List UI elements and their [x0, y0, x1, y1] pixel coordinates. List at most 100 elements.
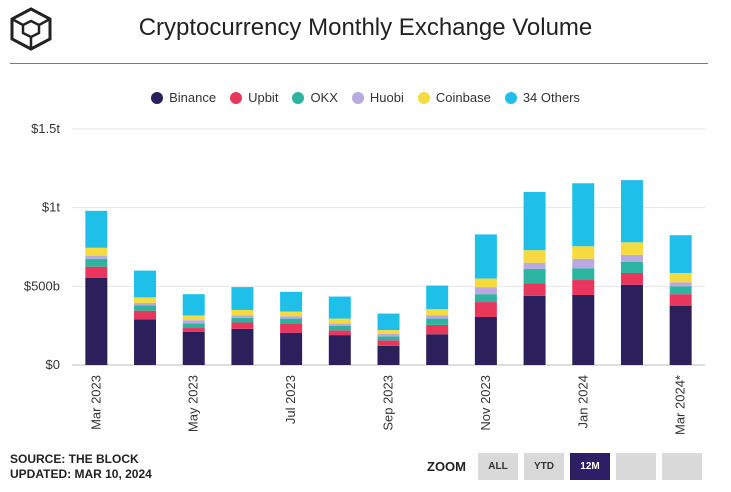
bar-segment-upbit [572, 280, 595, 295]
bar-segment-huobi [231, 315, 254, 318]
bar-segment-34-others [280, 291, 303, 312]
bar-segment-coinbase [426, 309, 449, 316]
bar-segment-upbit [134, 310, 157, 320]
bar-segment-upbit [523, 283, 546, 296]
bar-segment-huobi [426, 315, 449, 319]
bar-segment-huobi [523, 262, 546, 270]
bar-segment-upbit [182, 328, 205, 332]
legend-swatch [151, 91, 164, 104]
source-text: SOURCE: THE BLOCK [10, 452, 139, 466]
bar-segment-huobi [669, 282, 692, 287]
zoom-extra-button-2[interactable] [662, 453, 702, 480]
updated-text: UPDATED: MAR 10, 2024 [10, 467, 152, 481]
legend-swatch [351, 91, 364, 104]
bar-segment-okx [377, 336, 400, 341]
bar-segment-binance [377, 345, 400, 365]
bar-segment-34-others [134, 270, 157, 298]
legend-swatch [417, 91, 430, 104]
bar-segment-okx [134, 305, 157, 311]
bar-segment-coinbase [523, 250, 546, 263]
bar-segment-34-others [328, 296, 351, 319]
bar-segment-okx [572, 268, 595, 281]
legend-item-okx[interactable]: OKX [292, 90, 338, 105]
bar-segment-34-others [523, 191, 546, 251]
bar-segment-okx [669, 286, 692, 295]
zoom-label: ZOOM [427, 459, 466, 474]
x-tick-label: Jan 2024 [575, 375, 590, 429]
bar-segment-binance [328, 335, 351, 365]
bar-segment-upbit [377, 340, 400, 346]
bar-segment-okx [231, 317, 254, 323]
legend-label: OKX [310, 90, 338, 105]
bar-segment-coinbase [620, 242, 643, 255]
the-block-logo [10, 7, 52, 51]
bar-segment-binance [474, 317, 497, 365]
legend-item-coinbase[interactable]: Coinbase [417, 90, 491, 105]
bar-segment-coinbase [328, 318, 351, 324]
bar-segment-upbit [85, 266, 108, 278]
bar-segment-coinbase [280, 311, 303, 317]
x-tick-label: Jul 2023 [283, 375, 298, 424]
bar-segment-huobi [572, 258, 595, 269]
bar-segment-binance [231, 328, 254, 365]
bar-segment-upbit [231, 322, 254, 329]
bar-segment-upbit [328, 330, 351, 336]
bar-segment-coinbase [377, 330, 400, 335]
y-tick-label: $0 [46, 357, 60, 372]
legend-label: Binance [169, 90, 217, 105]
bar-segment-okx [426, 318, 449, 325]
legend-label: 34 Others [522, 90, 580, 105]
bar-segment-upbit [426, 324, 449, 335]
y-tick-label: $1.5t [31, 121, 60, 136]
zoom-ytd-button[interactable]: YTD [524, 453, 564, 480]
bar-segment-huobi [85, 255, 108, 259]
zoom-extra-button-1[interactable] [616, 453, 656, 480]
bar-segment-coinbase [85, 247, 108, 256]
x-tick-label: Mar 2023 [88, 375, 103, 430]
legend-item-huobi[interactable]: Huobi [351, 90, 404, 105]
title-divider [10, 63, 708, 64]
bar-segment-huobi [134, 302, 157, 306]
zoom-all-button[interactable]: ALL [478, 453, 518, 480]
legend-label: Coinbase [435, 90, 491, 105]
y-tick-label: $500b [24, 278, 60, 293]
bar-segment-binance [85, 277, 108, 365]
legend-item-upbit[interactable]: Upbit [230, 90, 278, 105]
bar-segment-coinbase [231, 309, 254, 316]
bar-segment-binance [134, 319, 157, 365]
bar-segment-coinbase [572, 246, 595, 259]
bar-segment-okx [280, 318, 303, 324]
bar-segment-34-others [572, 183, 595, 247]
x-tick-label: May 2023 [186, 375, 201, 432]
bar-segment-34-others [474, 234, 497, 279]
chart-plot-area: $0 $500b $1t $1.5t Mar 2023 May 2023 Jul 2023 S… [24, 121, 705, 435]
bar-segment-upbit [474, 302, 497, 318]
bar-segment-okx [85, 258, 108, 267]
bar-segment-upbit [620, 272, 643, 285]
bar-segment-huobi [280, 316, 303, 319]
bar-segment-huobi [620, 254, 643, 262]
bar-segment-huobi [328, 323, 351, 326]
source-note: SOURCE: THE BLOCK UPDATED: MAR 10, 2024 [10, 452, 152, 482]
bar-segment-okx [523, 269, 546, 284]
bar-segment-okx [474, 294, 497, 303]
legend-label: Huobi [369, 90, 404, 105]
legend-label: Upbit [248, 90, 279, 105]
bar-segment-34-others [426, 285, 449, 310]
bar-segment-coinbase [182, 315, 205, 321]
bar-segment-34-others [231, 287, 254, 310]
bar-segment-binance [182, 331, 205, 365]
legend-item-binance[interactable]: Binance [151, 90, 216, 105]
legend-swatch [504, 91, 517, 104]
bar-segment-34-others [377, 313, 400, 331]
bar-segment-huobi [377, 334, 400, 337]
bar-segment-upbit [280, 323, 303, 333]
bar-segment-binance [620, 284, 643, 365]
bar-segment-huobi [474, 287, 497, 295]
bar-segment-34-others [620, 180, 643, 243]
legend-item-34-others[interactable]: 34 Others [504, 90, 580, 105]
zoom-12m-button[interactable]: 12M [570, 453, 610, 480]
bar-segment-34-others [182, 294, 205, 316]
bar-segment-34-others [669, 235, 692, 273]
bar-segment-upbit [669, 294, 692, 306]
